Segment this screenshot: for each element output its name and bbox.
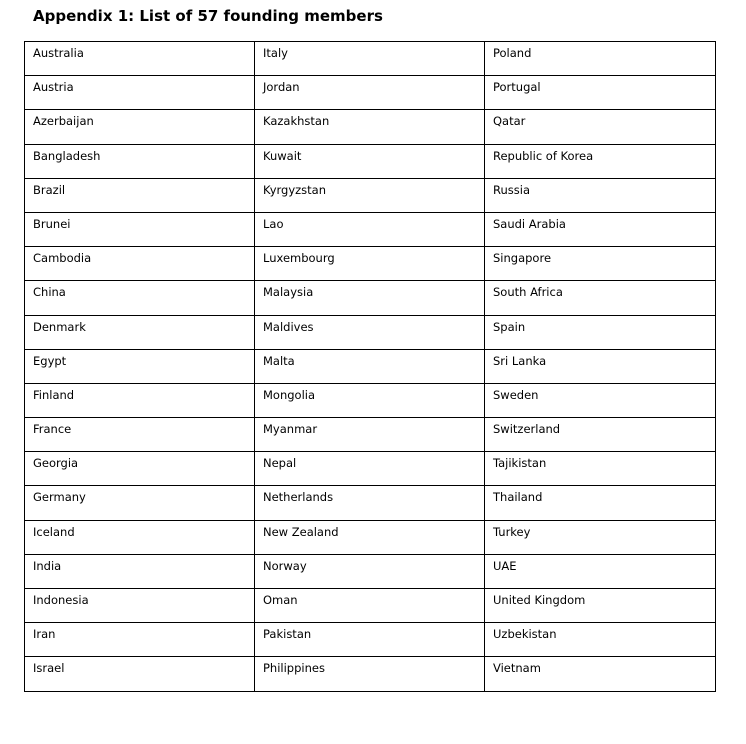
table-row: Brazil Kyrgyzstan Russia bbox=[24, 177, 716, 213]
country-cell: Kazakhstan bbox=[254, 109, 485, 145]
table-row: Iceland New Zealand Turkey bbox=[24, 519, 716, 555]
country-cell: Kyrgyzstan bbox=[254, 177, 485, 213]
country-cell: Netherlands bbox=[254, 485, 485, 521]
country-cell: Austria bbox=[24, 75, 255, 111]
table-row: Germany Netherlands Thailand bbox=[24, 485, 716, 521]
country-cell: Saudi Arabia bbox=[484, 211, 716, 248]
country-cell: Spain bbox=[484, 314, 716, 350]
country-cell: Pakistan bbox=[254, 622, 485, 658]
country-cell: United Kingdom bbox=[484, 587, 716, 624]
country-cell: Italy bbox=[254, 40, 485, 77]
country-cell: China bbox=[24, 280, 255, 316]
table-row: Denmark Maldives Spain bbox=[24, 314, 716, 350]
country-cell: Indonesia bbox=[24, 587, 255, 624]
country-cell: Jordan bbox=[254, 75, 485, 111]
table-row: Georgia Nepal Tajikistan bbox=[24, 451, 716, 487]
country-cell: Kuwait bbox=[254, 143, 485, 179]
country-cell: Russia bbox=[484, 177, 716, 213]
country-cell: Singapore bbox=[484, 246, 716, 282]
country-cell: Switzerland bbox=[484, 417, 716, 453]
country-cell: Thailand bbox=[484, 485, 716, 521]
country-cell: Finland bbox=[24, 382, 255, 419]
country-cell: Egypt bbox=[24, 348, 255, 384]
table-row: Austria Jordan Portugal bbox=[24, 75, 716, 111]
country-cell: Iran bbox=[24, 622, 255, 658]
country-cell: Malta bbox=[254, 348, 485, 384]
country-cell: Australia bbox=[24, 40, 255, 77]
country-cell: Israel bbox=[24, 656, 255, 692]
table-row: Cambodia Luxembourg Singapore bbox=[24, 246, 716, 282]
country-cell: South Africa bbox=[484, 280, 716, 316]
country-cell: Philippines bbox=[254, 656, 485, 692]
country-cell: Germany bbox=[24, 485, 255, 521]
country-cell: France bbox=[24, 417, 255, 453]
country-cell: Tajikistan bbox=[484, 451, 716, 487]
country-cell: Luxembourg bbox=[254, 246, 485, 282]
country-cell: Myanmar bbox=[254, 417, 485, 453]
country-cell: India bbox=[24, 553, 255, 590]
country-cell: Sweden bbox=[484, 382, 716, 419]
table-row: Indonesia Oman United Kingdom bbox=[24, 587, 716, 624]
table-row: Israel Philippines Vietnam bbox=[24, 656, 716, 692]
country-cell: Vietnam bbox=[484, 656, 716, 692]
country-cell: Republic of Korea bbox=[484, 143, 716, 179]
country-cell: Lao bbox=[254, 211, 485, 248]
country-cell: Cambodia bbox=[24, 246, 255, 282]
table-row: India Norway UAE bbox=[24, 553, 716, 590]
country-cell: Qatar bbox=[484, 109, 716, 145]
country-cell: Georgia bbox=[24, 451, 255, 487]
table-row: Iran Pakistan Uzbekistan bbox=[24, 622, 716, 658]
founding-members-table: Australia Italy Poland Austria Jordan Portuga… bbox=[24, 40, 716, 692]
table-row: Finland Mongolia Sweden bbox=[24, 382, 716, 419]
country-cell: Mongolia bbox=[254, 382, 485, 419]
country-cell: Brazil bbox=[24, 177, 255, 213]
country-cell: Poland bbox=[484, 40, 716, 77]
table-row: Australia Italy Poland bbox=[24, 40, 716, 77]
country-cell: Iceland bbox=[24, 519, 255, 555]
country-cell: Norway bbox=[254, 553, 485, 590]
country-cell: Nepal bbox=[254, 451, 485, 487]
table-row: Brunei Lao Saudi Arabia bbox=[24, 211, 716, 248]
country-cell: Brunei bbox=[24, 211, 255, 248]
table-row: China Malaysia South Africa bbox=[24, 280, 716, 316]
country-cell: Maldives bbox=[254, 314, 485, 350]
country-cell: Oman bbox=[254, 587, 485, 624]
table-row: Egypt Malta Sri Lanka bbox=[24, 348, 716, 384]
country-cell: New Zealand bbox=[254, 519, 485, 555]
page-title: Appendix 1: List of 57 founding members bbox=[33, 7, 383, 25]
table-row: Azerbaijan Kazakhstan Qatar bbox=[24, 109, 716, 145]
country-cell: Sri Lanka bbox=[484, 348, 716, 384]
country-cell: Denmark bbox=[24, 314, 255, 350]
country-cell: Malaysia bbox=[254, 280, 485, 316]
country-cell: Bangladesh bbox=[24, 143, 255, 179]
country-cell: Azerbaijan bbox=[24, 109, 255, 145]
country-cell: Turkey bbox=[484, 519, 716, 555]
country-cell: Uzbekistan bbox=[484, 622, 716, 658]
country-cell: Portugal bbox=[484, 75, 716, 111]
table-row: France Myanmar Switzerland bbox=[24, 417, 716, 453]
country-cell: UAE bbox=[484, 553, 716, 590]
table-row: Bangladesh Kuwait Republic of Korea bbox=[24, 143, 716, 179]
